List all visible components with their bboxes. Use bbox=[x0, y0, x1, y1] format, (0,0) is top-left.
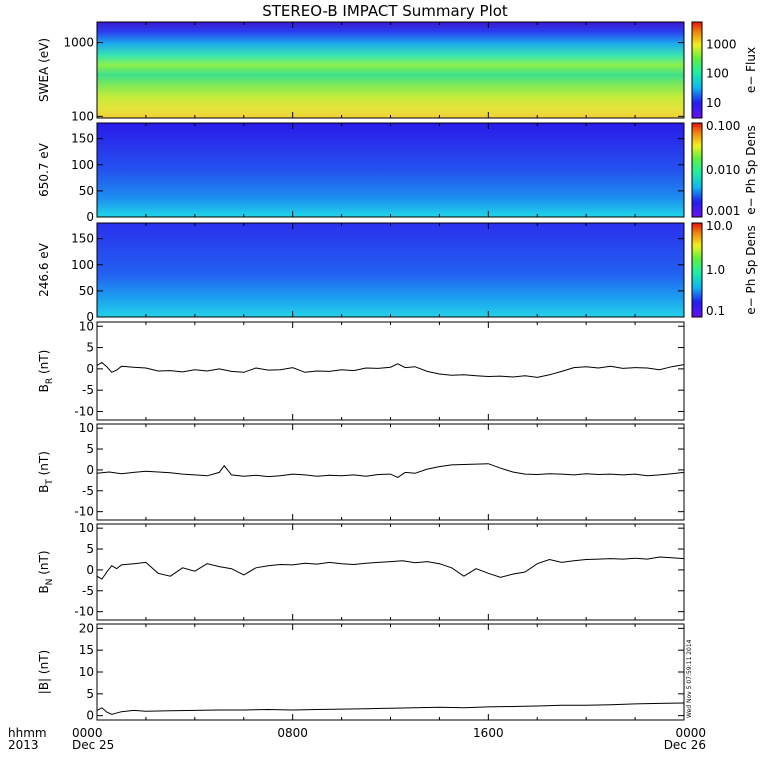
x-tick-label: Dec 26 bbox=[664, 738, 706, 752]
y-tick-label: 100 bbox=[71, 258, 94, 272]
spectrogram-2 bbox=[97, 123, 684, 217]
y-tick-label: 5 bbox=[86, 542, 94, 556]
colorbar-label: e− Flux bbox=[744, 47, 758, 93]
colorbar-tick-label: 10 bbox=[706, 96, 721, 110]
plot-title: STEREO-B IMPACT Summary Plot bbox=[262, 2, 508, 20]
trace-7 bbox=[96, 702, 685, 715]
x-axis-left-label-1: hhmm bbox=[8, 726, 47, 740]
y-tick-label: 5 bbox=[86, 341, 94, 355]
y-axis-label: BT (nT) bbox=[37, 451, 55, 493]
y-tick-label: 150 bbox=[71, 232, 94, 246]
x-tick-label: 0000 bbox=[72, 726, 103, 740]
colorbar-2: 0.001 0.010 0.100 e− Ph Sp Dens bbox=[691, 119, 758, 218]
colorbar-tick-label: 1000 bbox=[706, 38, 737, 52]
y-axis-label: SWEA (eV) bbox=[37, 38, 51, 102]
y-tick-label: 50 bbox=[79, 184, 94, 198]
y-tick-label: -10 bbox=[74, 605, 94, 619]
colorbar-3: 0.1 1.0 10.0 e− Ph Sp Dens bbox=[691, 219, 758, 318]
colorbar-tick-label: 0.001 bbox=[706, 204, 740, 218]
colorbar-scale bbox=[691, 122, 703, 218]
y-tick-label: 100 bbox=[71, 158, 94, 172]
y-axis-label: BN (nT) bbox=[37, 550, 55, 593]
y-tick-label: 1000 bbox=[63, 36, 94, 50]
y-tick-label: 0 bbox=[86, 709, 94, 723]
y-tick-label: -5 bbox=[82, 584, 94, 598]
panel-1: 10 100 1000 e− Flux 100 1000 SWEA (eV) bbox=[37, 21, 758, 123]
y-axis-label: 246.6 eV bbox=[37, 242, 51, 297]
x-tick-label: 0000 bbox=[675, 726, 706, 740]
panel-frame bbox=[96, 623, 685, 721]
colorbar-tick-label: 0.010 bbox=[706, 163, 740, 177]
panel-5: -10 -5 0 5 10 BT (nT) bbox=[37, 421, 685, 521]
x-axis-left-label-2: 2013 bbox=[8, 738, 39, 752]
y-tick-label: 0 bbox=[86, 563, 94, 577]
trace-6 bbox=[96, 556, 685, 580]
x-tick-label: Dec 25 bbox=[72, 738, 114, 752]
trace-4 bbox=[96, 361, 685, 378]
y-tick-label: 20 bbox=[79, 621, 94, 635]
trace-5 bbox=[96, 463, 685, 478]
y-tick-label: 10 bbox=[79, 521, 94, 535]
x-tick-label: 0800 bbox=[277, 726, 308, 740]
y-tick-label: -10 bbox=[74, 404, 94, 418]
panel-4: -10 -5 0 5 10 BR (nT) bbox=[37, 319, 685, 421]
y-tick-label: 50 bbox=[79, 284, 94, 298]
timestamp-label: Wed Nov 5 07:59:11 2014 bbox=[686, 639, 693, 718]
panel-3: 0.1 1.0 10.0 e− Ph Sp Dens 0 50 100 150 246.6 eV bbox=[37, 219, 758, 324]
y-tick-label: -10 bbox=[74, 505, 94, 519]
y-tick-label: 0 bbox=[86, 210, 94, 224]
y-tick-label: 5 bbox=[86, 442, 94, 456]
panel-2: 0.001 0.010 0.100 e− Ph Sp Dens 0 50 100 150 650… bbox=[37, 119, 758, 224]
y-tick-label: 10 bbox=[79, 319, 94, 333]
panel-frame bbox=[96, 523, 685, 621]
y-axis-label: 650.7 eV bbox=[37, 142, 51, 197]
y-tick-label: 100 bbox=[71, 109, 94, 123]
y-tick-label: -5 bbox=[82, 484, 94, 498]
colorbar-tick-label: 100 bbox=[706, 67, 729, 81]
colorbar-tick-label: 10.0 bbox=[706, 219, 733, 233]
y-tick-label: 5 bbox=[86, 687, 94, 701]
y-tick-label: 150 bbox=[71, 132, 94, 146]
y-tick-label: 0 bbox=[86, 463, 94, 477]
colorbar-1: 10 100 1000 e− Flux bbox=[691, 21, 758, 119]
colorbar-tick-label: 0.1 bbox=[706, 304, 725, 318]
panel-6: -10 -5 0 5 10 BN (nT) bbox=[37, 521, 685, 621]
colorbar-label: e− Ph Sp Dens bbox=[744, 125, 758, 214]
spectrogram-3 bbox=[97, 223, 684, 317]
y-tick-label: -5 bbox=[82, 383, 94, 397]
y-axis-label: |B| (nT) bbox=[37, 650, 51, 694]
colorbar-tick-label: 0.100 bbox=[706, 119, 740, 133]
colorbar-scale bbox=[691, 222, 703, 318]
y-tick-label: 10 bbox=[79, 665, 94, 679]
y-tick-label: 0 bbox=[86, 362, 94, 376]
spectrogram-1 bbox=[97, 22, 684, 118]
y-tick-label: 15 bbox=[79, 643, 94, 657]
panel-7: 0 5 10 15 20 |B| (nT) bbox=[37, 621, 685, 723]
x-tick-label: 1600 bbox=[473, 726, 504, 740]
y-axis-label: BR (nT) bbox=[37, 350, 55, 393]
y-tick-label: 10 bbox=[79, 421, 94, 435]
colorbar-label: e− Ph Sp Dens bbox=[744, 225, 758, 314]
colorbar-tick-label: 1.0 bbox=[706, 263, 725, 277]
panel-frame bbox=[96, 423, 685, 521]
y-tick-label: 0 bbox=[86, 310, 94, 324]
colorbar-scale bbox=[691, 21, 703, 119]
